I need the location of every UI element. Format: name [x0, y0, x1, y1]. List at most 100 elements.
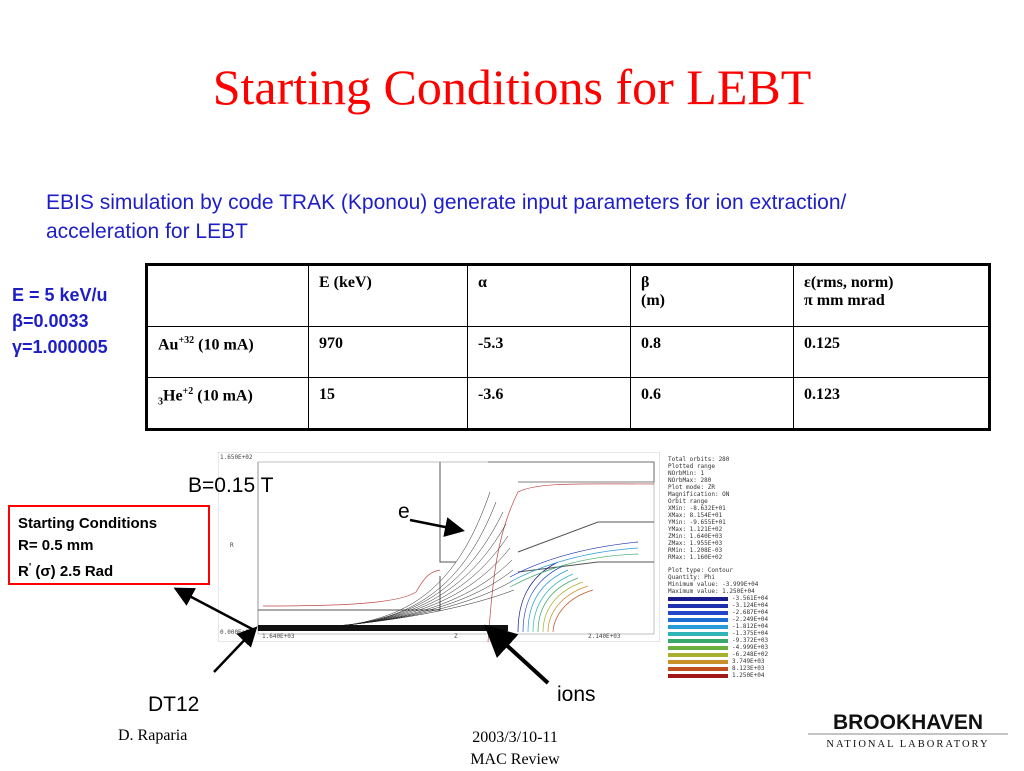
header-emittance-unit: π mm mrad	[804, 292, 885, 309]
scale-swatch	[668, 610, 728, 615]
electron-label: e	[398, 500, 410, 523]
legend-line: RMax: 1.160E+02	[668, 554, 723, 561]
legend-line: XMin: -8.632E+01	[668, 505, 726, 512]
ion-current: (10 mA)	[194, 336, 254, 354]
ion-cell: Au+32 (10 mA)	[146, 326, 309, 378]
x-axis-label: Z	[454, 633, 458, 640]
header-emittance: ε(rms, norm) π mm mrad	[793, 264, 990, 327]
scale-swatch	[668, 603, 728, 608]
ions-label: ions	[557, 683, 596, 706]
scale-swatch	[668, 624, 728, 629]
energy-cell: 970	[308, 326, 468, 378]
alpha-cell: -5.3	[467, 326, 631, 378]
conditions-angle-value: (σ) 2.5 Rad	[31, 563, 114, 580]
y-top-tick: 1.650E+02	[220, 454, 253, 461]
ion-charge: +32	[178, 335, 195, 346]
legend-line: YMin: -9.655E+01	[668, 519, 726, 526]
scale-value: -3.124E+04	[732, 602, 769, 609]
table-header-row: E (keV) α β (m) ε(rms, norm) π mm mrad	[146, 264, 990, 327]
scale-row: -1.812E+04	[668, 623, 818, 630]
scale-row: 1.250E+04	[668, 672, 818, 679]
scale-value: 8.123E+03	[732, 665, 765, 672]
scale-swatch	[668, 666, 728, 671]
ion-beam	[258, 625, 508, 631]
beta-param: β=0.0033	[12, 311, 89, 331]
table-row: Au+32 (10 mA) 970 -5.3 0.8 0.125	[146, 326, 990, 378]
energy-cell: 15	[308, 377, 468, 430]
scale-row: -3.124E+04	[668, 602, 818, 609]
orbit-info: Total orbits: 280 Plotted range NOrbMin: …	[668, 456, 818, 561]
contour-info-line: Quantity: Phi	[668, 574, 715, 581]
legend-line: Plotted range	[668, 463, 715, 470]
emittance-cell: 0.123	[793, 377, 990, 430]
scale-swatch	[668, 631, 728, 636]
beta-cell: 0.6	[630, 377, 794, 430]
scale-value: -2.687E+04	[732, 609, 769, 616]
scale-row: -9.372E+03	[668, 637, 818, 644]
legend-line: ZMax: 1.955E+03	[668, 540, 723, 547]
intro-text: EBIS simulation by code TRAK (Kponou) ge…	[46, 191, 847, 243]
scale-swatch	[668, 638, 728, 643]
footer-date-event: 2003/3/10-11 MAC Review	[460, 727, 570, 771]
x-left-tick: 1.640E+03	[262, 633, 295, 640]
scale-swatch	[668, 673, 728, 678]
ion-cell: 3He+2 (10 mA)	[146, 377, 309, 430]
legend-line: XMax: 8.154E+01	[668, 512, 723, 519]
scale-row: -6.248E+02	[668, 651, 818, 658]
legend-line: NOrbMax: 280	[668, 477, 712, 484]
scale-value: -6.248E+02	[732, 651, 769, 658]
contour-info-line: Minimum value: -3.999E+04	[668, 581, 759, 588]
beta-cell: 0.8	[630, 326, 794, 378]
scale-swatch	[668, 652, 728, 657]
footer-author: D. Raparia	[118, 727, 188, 744]
scale-value: -1.812E+04	[732, 623, 769, 630]
logo-name: BROOKHAVEN	[833, 711, 983, 734]
scale-swatch	[668, 596, 728, 601]
contour-line	[487, 483, 655, 642]
scale-value: 1.250E+04	[732, 672, 765, 679]
scale-value: -4.999E+03	[732, 644, 769, 651]
center-electrode	[439, 462, 456, 563]
scale-row: -2.687E+04	[668, 609, 818, 616]
table-row: 3He+2 (10 mA) 15 -3.6 0.6 0.123	[146, 377, 990, 430]
scale-row: -1.375E+04	[668, 630, 818, 637]
scale-row: 3.749E+03	[668, 658, 818, 665]
logo-sub: NATIONAL LABORATORY	[826, 739, 989, 750]
brookhaven-logo: BROOKHAVEN NATIONAL LABORATORY	[808, 711, 1008, 750]
contour-info-line: Maximum value: 1.250E+04	[668, 588, 755, 595]
header-beta: β (m)	[630, 264, 794, 327]
simulation-legend: Total orbits: 280 Plotted range NOrbMin: …	[668, 456, 818, 679]
footer-event: MAC Review	[470, 751, 560, 768]
alpha-cell: -3.6	[467, 377, 631, 430]
scale-value: -2.249E+04	[732, 616, 769, 623]
conditions-angle: R' (σ) 2.5 Rad	[18, 557, 208, 583]
plot-frame	[218, 452, 660, 642]
legend-line: ZMin: 1.640E+03	[668, 533, 723, 540]
scale-value: -1.375E+04	[732, 630, 769, 637]
scale-row: -3.561E+04	[668, 595, 818, 602]
contour-info-line: Plot type: Contour	[668, 567, 734, 574]
collector-electrode	[488, 461, 655, 483]
ion-name: Au	[158, 336, 179, 354]
extractor-lower	[517, 561, 654, 573]
header-emittance-label: ε(rms, norm)	[804, 274, 894, 291]
scale-value: 3.749E+03	[732, 658, 765, 665]
scale-value: -9.372E+03	[732, 637, 769, 644]
header-beta-symbol: β	[641, 274, 650, 291]
legend-line: Magnification: ON	[668, 491, 730, 498]
scale-swatch	[668, 659, 728, 664]
trak-simulation-plot: 1.650E+02 0.000E+00 1.640E+03 Z 2.140E+0…	[218, 452, 660, 642]
contour-line	[262, 569, 441, 607]
legend-line: NOrbMin: 1	[668, 470, 705, 477]
ion-mass: 3	[158, 396, 163, 408]
dt12-label: DT12	[148, 693, 200, 716]
scale-row: 8.123E+03	[668, 665, 818, 672]
header-cell-empty	[146, 264, 309, 327]
header-alpha: α	[467, 264, 631, 327]
legend-line: Orbit range	[668, 498, 708, 505]
y-axis-label: R	[230, 542, 234, 549]
side-parameters: E = 5 keV/u β=0.0033 γ=1.000005	[12, 282, 108, 360]
legend-line: YMax: 1.121E+02	[668, 526, 723, 533]
ion-current: (10 mA)	[193, 387, 253, 405]
magnetic-field-label: B=0.15 T	[188, 474, 274, 497]
